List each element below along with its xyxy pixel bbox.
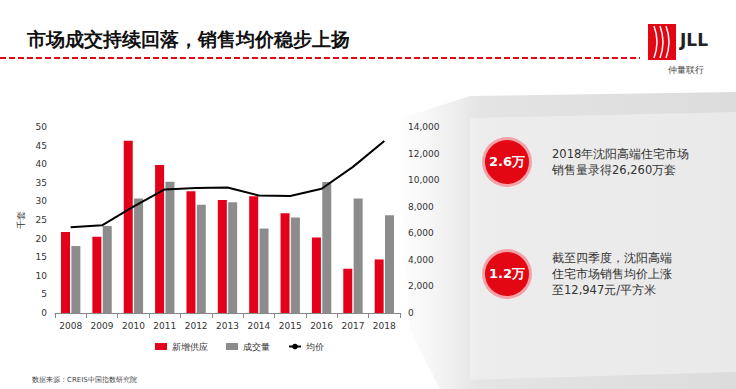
svg-text:50: 50 [36, 122, 48, 132]
svg-text:0: 0 [408, 308, 414, 318]
svg-text:2008: 2008 [59, 321, 82, 331]
svg-text:6,000: 6,000 [408, 228, 434, 238]
svg-text:20: 20 [36, 234, 48, 244]
svg-text:12,000: 12,000 [408, 149, 440, 159]
svg-text:2,000: 2,000 [408, 281, 434, 291]
svg-text:2016: 2016 [310, 321, 333, 331]
svg-text:2012: 2012 [185, 321, 208, 331]
svg-text:4,000: 4,000 [408, 255, 434, 265]
svg-text:2011: 2011 [153, 321, 176, 331]
html-text:截至四季度，沈阳高端: 截至四季度，沈阳高端 [552, 251, 672, 265]
svg-text:成交量: 成交量 [243, 342, 270, 352]
svg-text:10,000: 10,000 [408, 175, 440, 185]
svg-text:8,000: 8,000 [408, 202, 434, 212]
html-text:销售量录得26,260万套: 销售量录得26,260万套 [552, 163, 677, 177]
svg-text:2013: 2013 [216, 321, 239, 331]
html-text:住宅市场销售均价上涨: 住宅市场销售均价上涨 [552, 267, 672, 281]
svg-text:5: 5 [41, 289, 47, 299]
svg-text:25: 25 [36, 215, 47, 225]
svg-text:15: 15 [36, 252, 47, 262]
svg-text:35: 35 [36, 178, 47, 188]
svg-text:14,000: 14,000 [408, 122, 440, 132]
svg-text:千套: 千套 [16, 211, 26, 229]
html-text:2.6万: 2.6万 [489, 154, 525, 169]
svg-text:2015: 2015 [279, 321, 302, 331]
svg-text:40: 40 [36, 159, 48, 169]
html-text:数据来源：CREIS中国指数研究院: 数据来源：CREIS中国指数研究院 [32, 376, 137, 384]
svg-text:0: 0 [41, 308, 47, 318]
html-text:仲量联行: 仲量联行 [668, 65, 704, 75]
html-text:JLL: JLL [680, 30, 708, 50]
svg-text:新增供应: 新增供应 [172, 342, 208, 352]
svg-text:2017: 2017 [342, 321, 365, 331]
svg-text:市场成交持续回落，销售均价稳步上扬: 市场成交持续回落，销售均价稳步上扬 [26, 28, 350, 50]
svg-text:45: 45 [36, 141, 47, 151]
svg-text:2010: 2010 [122, 321, 145, 331]
html-text:1.2万: 1.2万 [489, 266, 525, 281]
svg-text:2009: 2009 [91, 321, 114, 331]
svg-text:2018: 2018 [373, 321, 396, 331]
svg-text:30: 30 [36, 196, 48, 206]
svg-text:10: 10 [36, 271, 48, 281]
html-text:2018年沈阳高端住宅市场: 2018年沈阳高端住宅市场 [552, 147, 690, 161]
svg-text:均价: 均价 [305, 342, 324, 352]
svg-text:2014: 2014 [247, 321, 270, 331]
html-text:至12,947元/平方米: 至12,947元/平方米 [552, 283, 657, 297]
